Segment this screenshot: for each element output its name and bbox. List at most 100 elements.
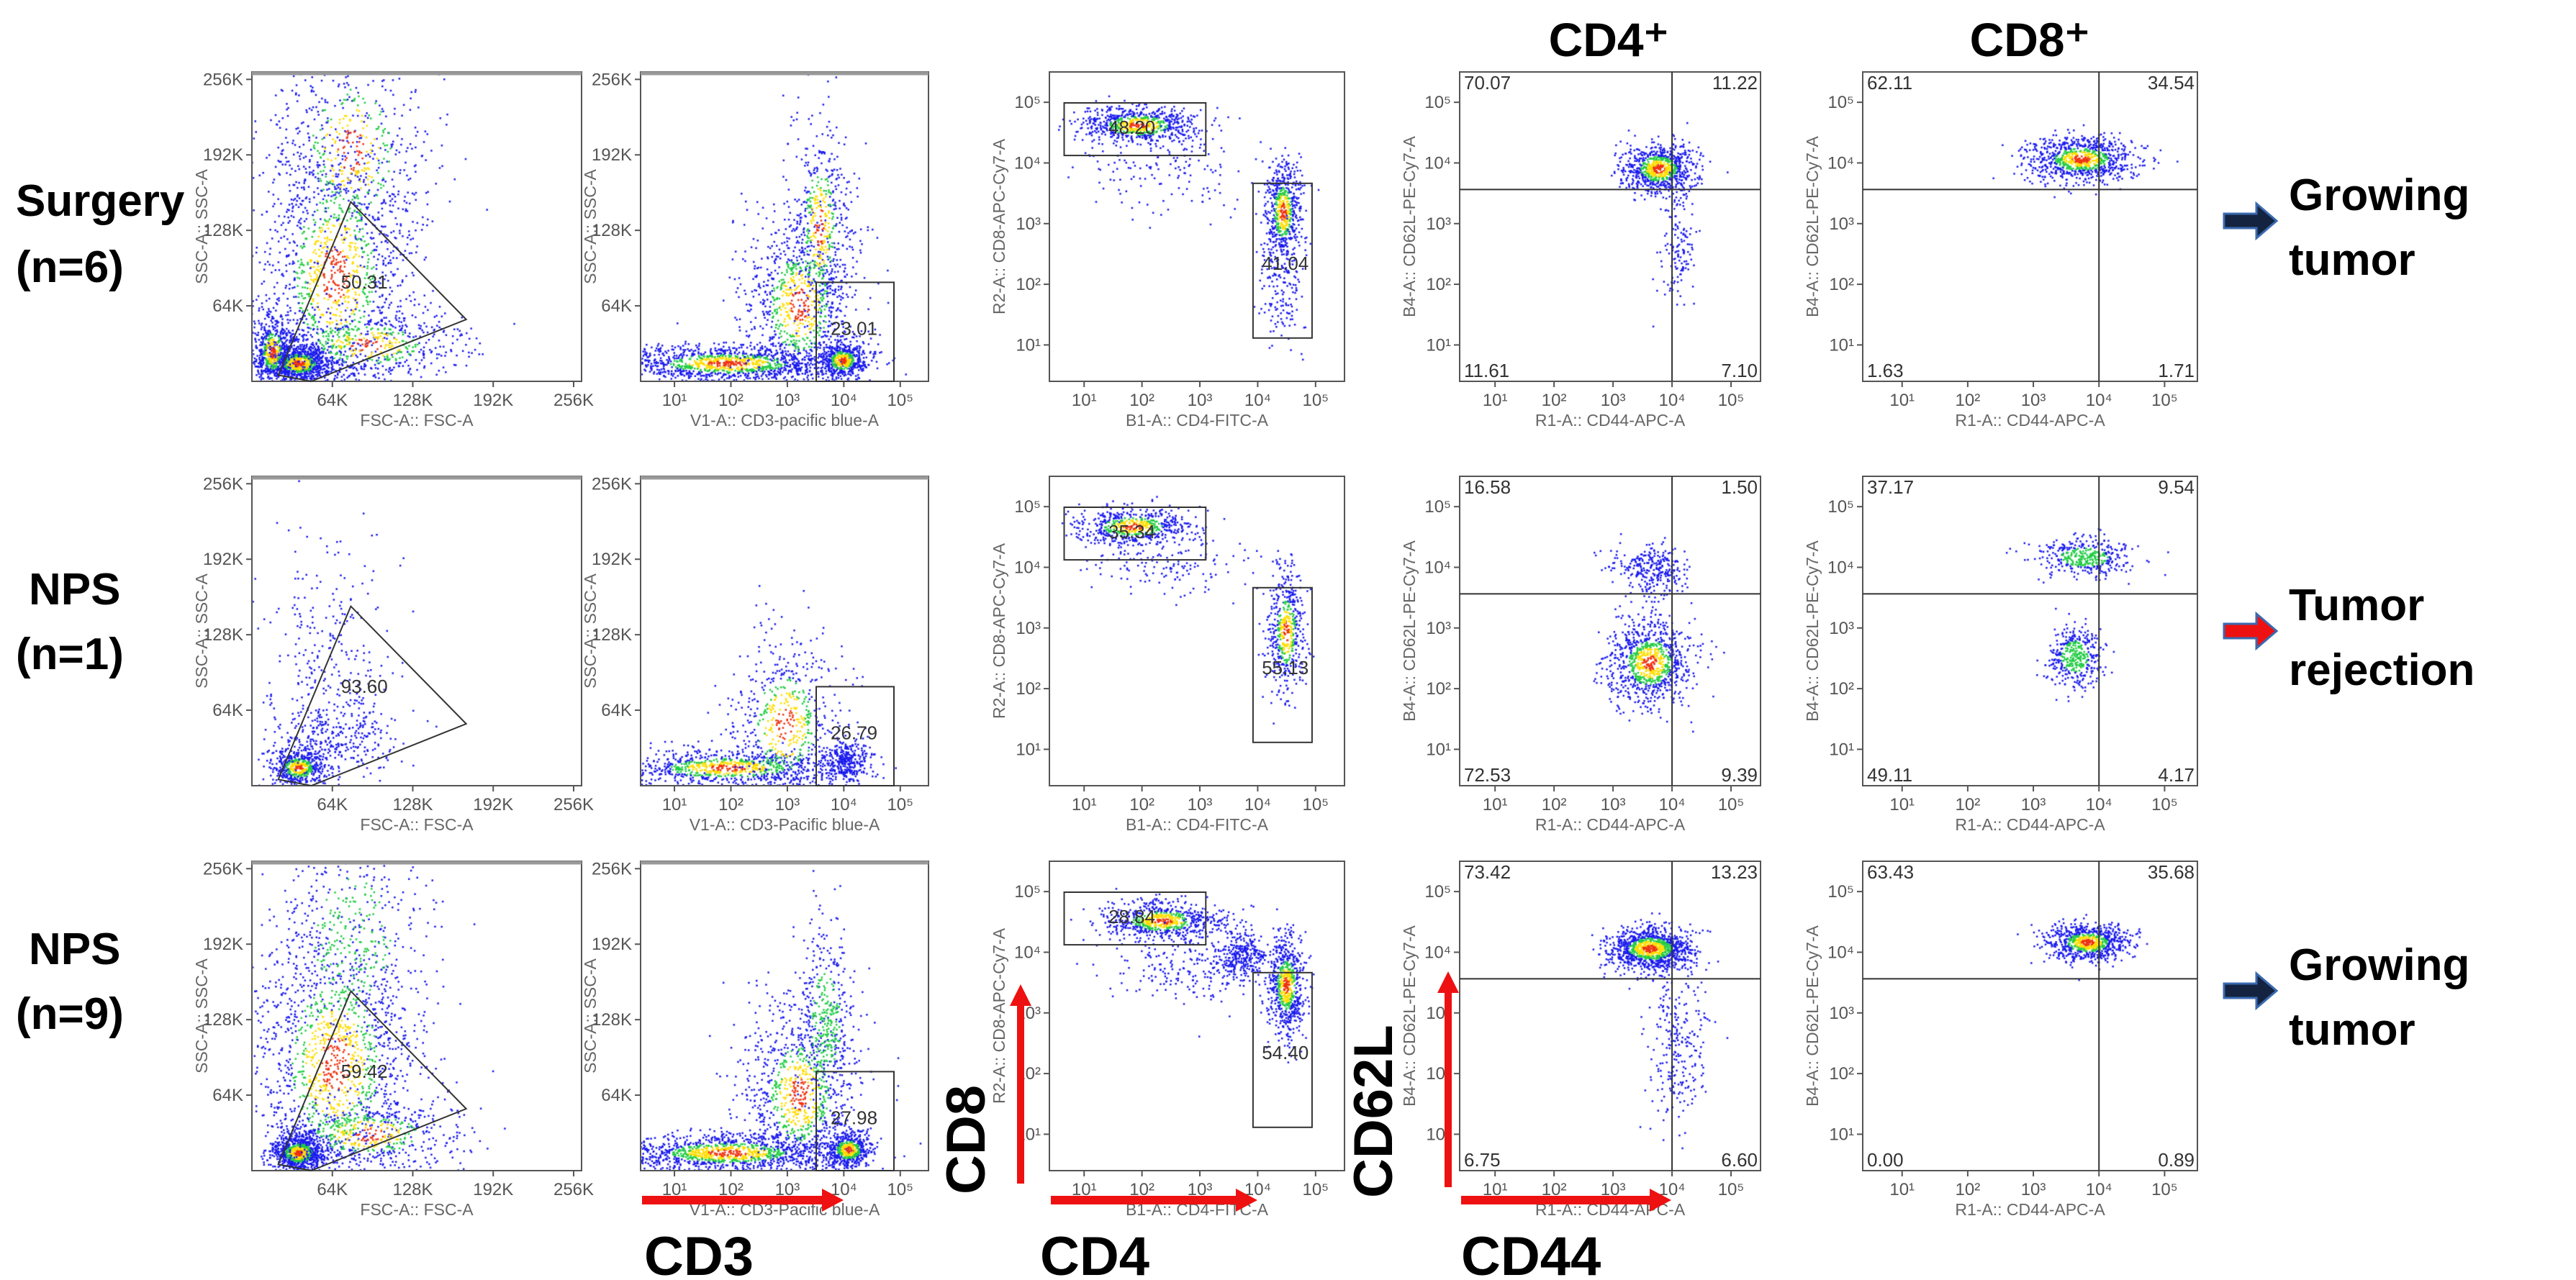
x-tick-label: 10³ (1601, 391, 1626, 410)
y-tick-label: 192K (592, 550, 632, 569)
row-n-label: (n=1) (16, 630, 124, 679)
y-tick-label: 10⁴ (1424, 153, 1451, 173)
outcome-label: tumor (2289, 235, 2415, 285)
y-tick-label: 192K (592, 145, 632, 165)
x-tick-label: 10¹ (662, 795, 687, 814)
y-tick-label: 128K (592, 1010, 632, 1030)
y-axis-label: SSC-A:: SSC-A (581, 573, 600, 688)
cd3-gate (815, 686, 895, 787)
gate-percent-cd4: 55.13 (1262, 657, 1309, 678)
y-tick-label: 10¹ (1829, 1125, 1854, 1144)
y-tick-label: 10⁵ (1424, 93, 1451, 112)
cd3-gate (815, 281, 895, 382)
y-tick-label: 128K (592, 221, 632, 240)
gate-percent: 27.98 (831, 1107, 877, 1129)
y-tick-label: 10² (1426, 679, 1451, 699)
x-tick-label: 10⁵ (1302, 1180, 1329, 1199)
y-tick-label: 10⁴ (1424, 558, 1451, 577)
x-tick-label: 10³ (775, 795, 800, 814)
x-tick-label: 256K (553, 1180, 594, 1199)
quadrant-ur: 1.50 (1721, 476, 1758, 498)
y-axis-label: SSC-A:: SSC-A (192, 573, 211, 688)
cd8-arrow-icon (1010, 984, 1031, 1184)
y-axis-label: B4-A:: CD62L-PE-Cy7-A (1400, 135, 1419, 317)
y-axis-label: SSC-A:: SSC-A (192, 168, 211, 283)
x-tick-label: 10³ (1188, 391, 1213, 410)
y-tick-label: 10⁵ (1014, 497, 1041, 517)
y-tick-label: 192K (203, 550, 243, 569)
y-tick-label: 10¹ (1426, 335, 1451, 355)
outcome-arrow-icon (2223, 971, 2279, 1011)
y-tick-label: 10¹ (1016, 740, 1041, 759)
y-tick-label: 10² (1829, 275, 1854, 294)
x-axis-label: B1-A:: CD4-FITC-A (1126, 411, 1269, 430)
x-tick-label: 10² (1956, 1180, 1981, 1199)
gate-percent: 93.60 (341, 676, 388, 697)
y-axis-label: R2-A:: CD8-APC-Cy7-A (990, 927, 1008, 1104)
x-tick-label: 10⁵ (1718, 1180, 1745, 1199)
row-label: NPS (29, 565, 120, 614)
quadrant-ll: 6.75 (1464, 1149, 1501, 1171)
y-tick-label: 192K (203, 935, 243, 954)
quadrant-ur: 13.23 (1711, 861, 1758, 883)
quadrant-ul: 63.43 (1867, 861, 1914, 883)
cd3-arrow-icon (642, 1189, 844, 1212)
column-header-cd8: CD8⁺ (1970, 13, 2090, 66)
y-tick-label: 10³ (1829, 1004, 1854, 1023)
y-tick-label: 10² (1426, 275, 1451, 294)
cd62l-marker-label: CD62L (1343, 1025, 1404, 1198)
y-tick-label: 10⁵ (1014, 93, 1041, 112)
outcome-label: Growing (2289, 940, 2469, 990)
quadrant-lr: 0.89 (2158, 1149, 2195, 1171)
y-tick-label: 10¹ (1426, 740, 1451, 759)
cd62l-arrow-icon (1437, 971, 1459, 1187)
x-tick-label: 10² (718, 795, 744, 814)
x-tick-label: 64K (317, 1180, 348, 1199)
y-tick-label: 10⁵ (1424, 882, 1451, 902)
quadrant-lr: 1.71 (2158, 360, 2195, 381)
quadrant-ur: 35.68 (2148, 861, 2195, 883)
outcome-arrow-icon (2223, 201, 2279, 241)
x-axis-label: R1-A:: CD44-APC-A (1955, 1200, 2105, 1219)
y-tick-label: 10⁵ (1827, 93, 1854, 112)
x-tick-label: 128K (392, 1180, 433, 1199)
y-tick-label: 10⁴ (1014, 153, 1041, 173)
x-tick-label: 10⁵ (887, 391, 913, 410)
y-tick-label: 10² (1829, 1064, 1854, 1084)
y-tick-label: 10⁴ (1014, 558, 1041, 577)
x-tick-label: 10⁴ (1244, 795, 1271, 814)
y-tick-label: 10³ (1426, 619, 1451, 638)
y-tick-label: 10³ (1016, 214, 1041, 234)
x-tick-label: 10⁴ (2086, 795, 2112, 814)
y-tick-label: 128K (203, 1010, 243, 1030)
x-tick-label: 10⁴ (1244, 391, 1271, 410)
y-axis-label: B4-A:: CD62L-PE-Cy7-A (1803, 540, 1822, 721)
quadrant-ul: 37.17 (1867, 476, 1914, 498)
outcome-label: Tumor (2289, 581, 2424, 630)
x-tick-label: 10² (1956, 391, 1981, 410)
row-n-label: (n=6) (16, 242, 124, 292)
quadrant-ur: 34.54 (2148, 72, 2195, 94)
quadrant-ul: 16.58 (1464, 476, 1511, 498)
gate-percent-cd8: 48.20 (1108, 117, 1155, 138)
gate-percent: 59.42 (341, 1061, 388, 1082)
y-tick-label: 10⁴ (1424, 943, 1451, 962)
quadrant-ur: 9.54 (2158, 476, 2195, 498)
y-axis-label: B4-A:: CD62L-PE-Cy7-A (1400, 925, 1419, 1106)
y-axis-label: B4-A:: CD62L-PE-Cy7-A (1400, 540, 1419, 721)
y-tick-label: 128K (592, 625, 632, 645)
x-tick-label: 10¹ (1483, 795, 1508, 814)
x-tick-label: 10¹ (1072, 795, 1097, 814)
y-axis-label: SSC-A:: SSC-A (581, 958, 600, 1073)
x-tick-label: 10² (1542, 391, 1567, 410)
quadrant-lr: 6.60 (1721, 1149, 1758, 1171)
x-axis-label: FSC-A:: FSC-A (360, 1200, 474, 1219)
